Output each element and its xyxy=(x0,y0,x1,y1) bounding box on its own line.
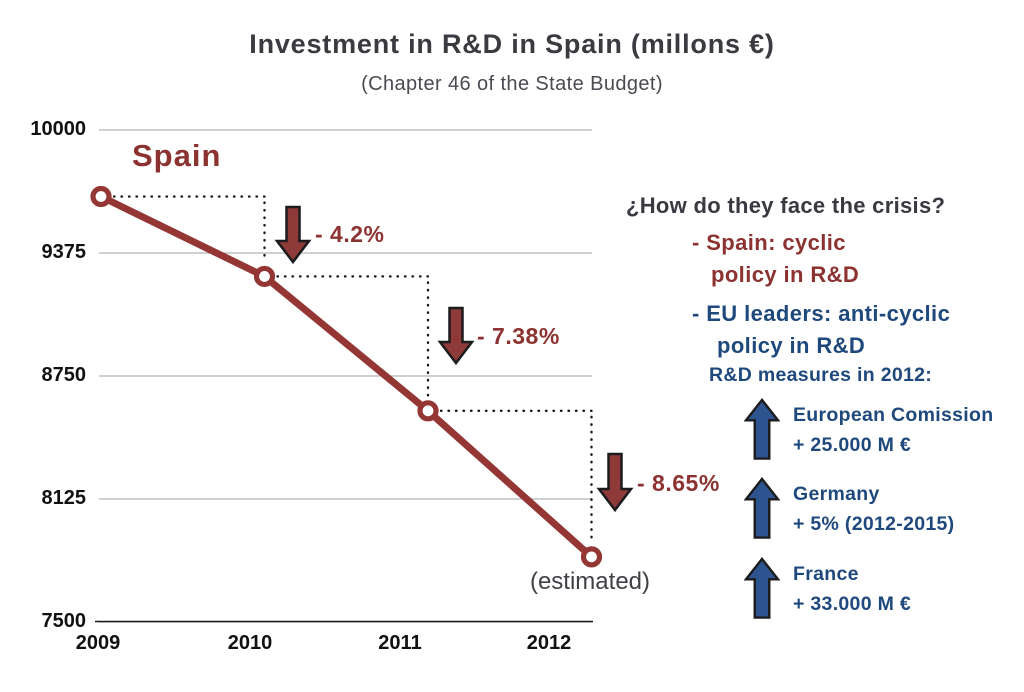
y-tick-label: 8750 xyxy=(41,364,87,386)
data-point-2012 xyxy=(580,546,603,568)
dotted-step-connectors xyxy=(112,195,593,545)
decline-down-arrows xyxy=(274,205,634,513)
series-label-spain: Spain xyxy=(132,138,222,173)
down-arrow-icon xyxy=(596,452,634,513)
y-tick-label: 9375 xyxy=(41,241,87,263)
y-tick-label: 7500 xyxy=(41,610,87,632)
measure-germany: Germany + 5% (2012-2015) xyxy=(744,477,954,539)
pct-drop-2012: - 8.65% xyxy=(637,470,720,496)
eu-policy-line2: policy in R&D xyxy=(717,333,866,358)
data-point-2009 xyxy=(90,185,112,208)
chart-subtitle: (Chapter 46 of the State Budget) xyxy=(361,73,663,95)
up-arrow-icon xyxy=(744,477,780,539)
spain-policy-line1: - Spain: cyclic xyxy=(692,230,846,255)
measure-value: + 33.000 M € xyxy=(793,593,911,615)
down-arrow-icon xyxy=(437,306,475,366)
eu-policy-line1: - EU leaders: anti-cyclic xyxy=(692,301,951,326)
gridlines xyxy=(99,129,592,623)
measures-heading: R&D measures in 2012: xyxy=(709,364,933,386)
x-tick-label: 2010 xyxy=(227,632,273,654)
y-tick-label: 8125 xyxy=(41,487,87,509)
measure-name: European Comission xyxy=(793,404,994,426)
chart-title: Investment in R&D in Spain (millons €) xyxy=(249,29,775,59)
up-arrow-icon xyxy=(744,557,780,619)
measure-value: + 5% (2012-2015) xyxy=(793,513,955,535)
estimated-note: (estimated) xyxy=(529,568,651,595)
x-tick-label: 2009 xyxy=(75,632,121,654)
data-point-2011 xyxy=(417,400,439,422)
x-tick-label: 2012 xyxy=(526,632,572,654)
data-point-2010 xyxy=(253,265,276,288)
crisis-question-heading: ¿How do they face the crisis? xyxy=(626,193,946,218)
measure-france: France + 33.000 M € xyxy=(744,557,911,619)
pct-drop-2010: - 4.2% xyxy=(315,221,385,247)
x-tick-label: 2011 xyxy=(378,632,422,654)
pct-drop-2011: - 7.38% xyxy=(477,323,560,349)
down-arrow-icon xyxy=(274,205,312,265)
measure-name: France xyxy=(793,563,859,585)
spain-series-line xyxy=(90,185,603,568)
up-arrow-icon xyxy=(744,398,780,460)
measure-european-comission: European Comission + 25.000 M € xyxy=(744,398,993,460)
measure-name: Germany xyxy=(793,483,880,505)
line-spain xyxy=(97,193,595,561)
y-tick-label: 10000 xyxy=(30,118,86,140)
spain-policy-line2: policy in R&D xyxy=(711,262,860,287)
measure-value: + 25.000 M € xyxy=(793,434,911,456)
